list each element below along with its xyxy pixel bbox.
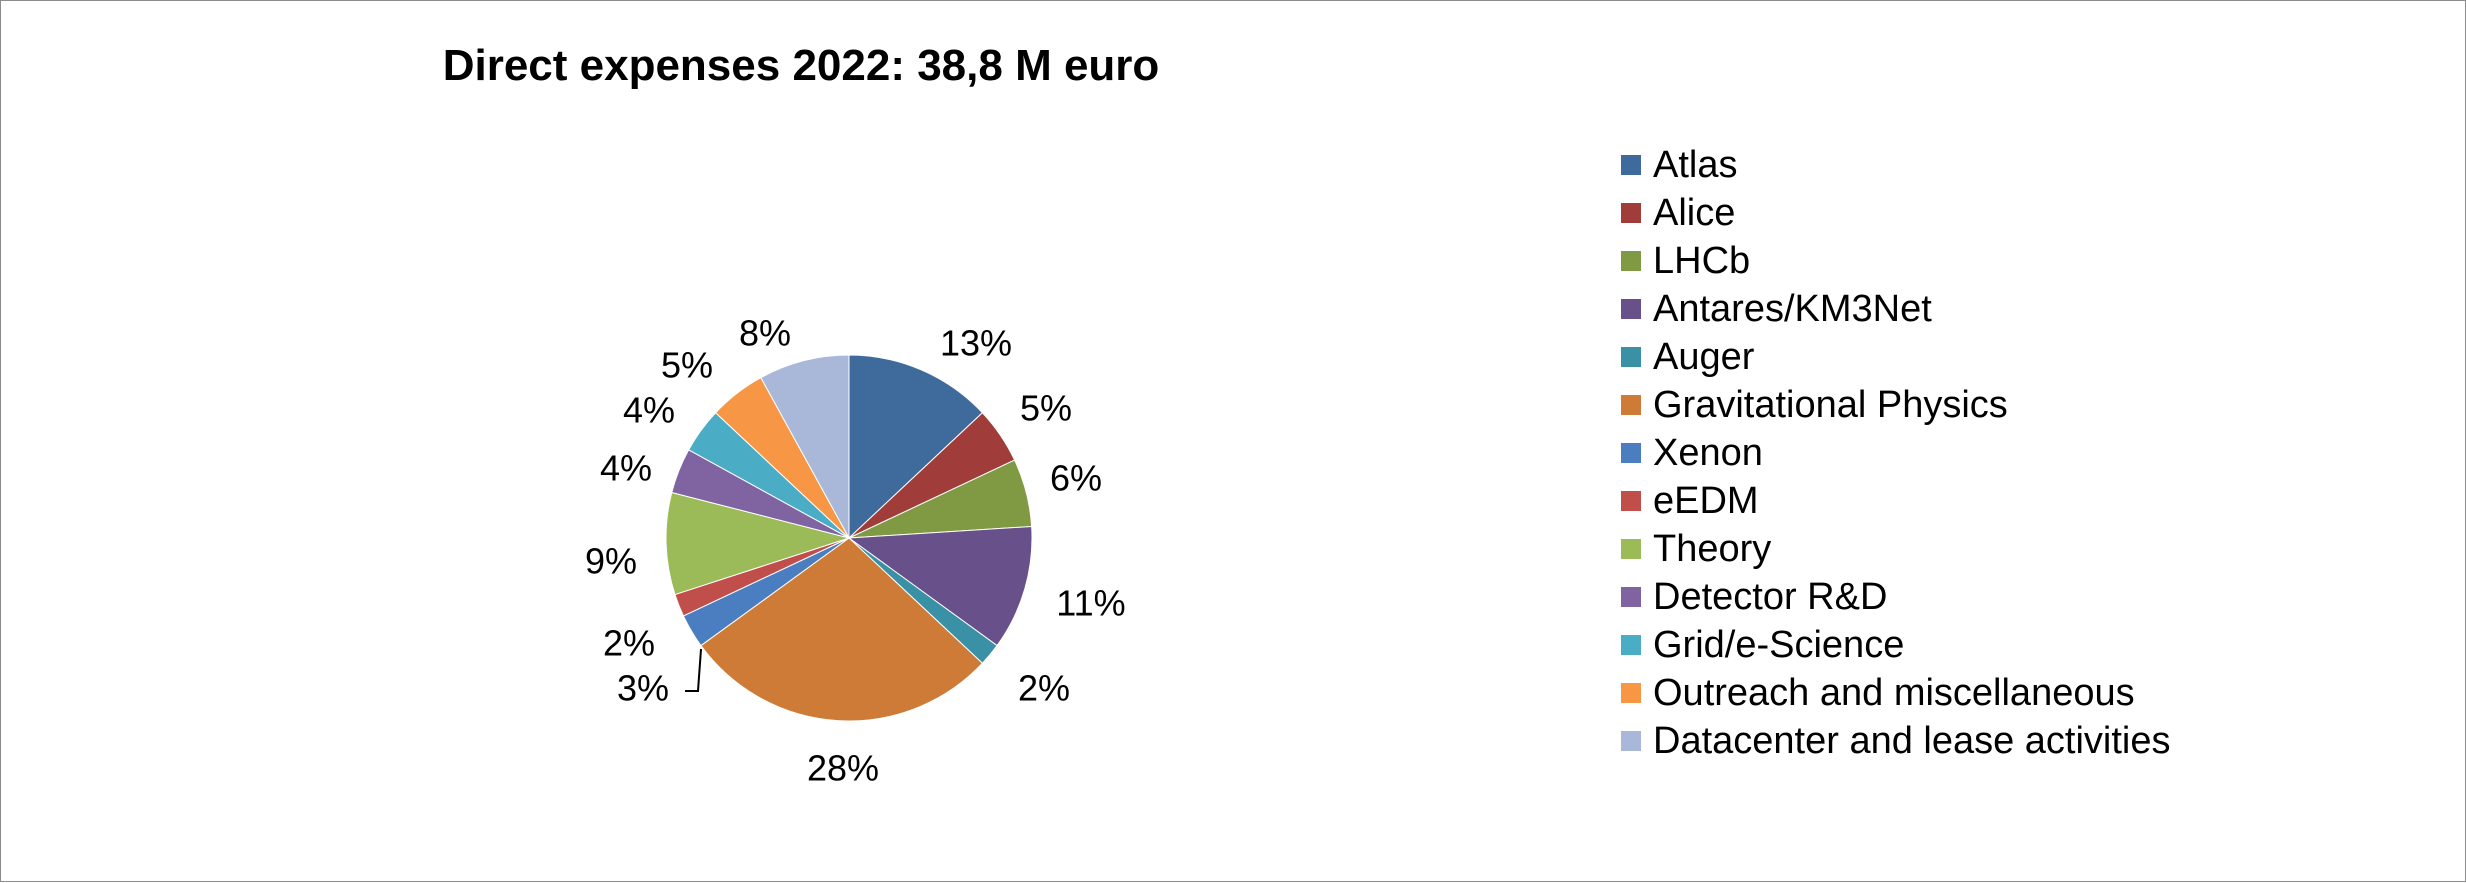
data-label: 3% xyxy=(617,668,669,709)
legend-swatch xyxy=(1621,731,1641,751)
legend-label: Gravitational Physics xyxy=(1653,383,2008,426)
legend-item: Alice xyxy=(1621,189,2171,237)
legend-label: Detector R&D xyxy=(1653,575,1888,618)
legend-swatch xyxy=(1621,635,1641,655)
xenon-leader-line xyxy=(685,648,702,692)
data-label: 28% xyxy=(807,748,879,789)
data-label: 5% xyxy=(1020,388,1072,429)
legend-item: Detector R&D xyxy=(1621,573,2171,621)
pie-slice-theory xyxy=(665,491,851,596)
legend-swatch xyxy=(1621,203,1641,223)
legend-label: LHCb xyxy=(1653,239,1751,282)
pie-slice-antares-km3net xyxy=(847,525,1033,647)
data-label: 13% xyxy=(940,323,1012,364)
legend-item: Outreach and miscellaneous xyxy=(1621,669,2171,717)
legend-item: eEDM xyxy=(1621,477,2171,525)
legend-item: Gravitational Physics xyxy=(1621,381,2171,429)
legend-label: Datacenter and lease activities xyxy=(1653,719,2171,762)
legend-swatch xyxy=(1621,587,1641,607)
legend-item: Xenon xyxy=(1621,429,2171,477)
pie-slice-datacenter-and-lease-activities xyxy=(760,354,850,539)
legend-swatch xyxy=(1621,347,1641,367)
legend-swatch xyxy=(1621,395,1641,415)
pie-labels: 13%5%6%11%2%28%3%2%9%4%4%5%8% xyxy=(585,313,1126,789)
legend-label: Theory xyxy=(1653,527,1772,570)
data-label: 6% xyxy=(1050,458,1102,499)
legend-swatch xyxy=(1621,683,1641,703)
legend-item: LHCb xyxy=(1621,237,2171,285)
data-label: 8% xyxy=(739,313,791,354)
data-label: 11% xyxy=(1056,583,1125,624)
legend-item: Grid/e-Science xyxy=(1621,621,2171,669)
legend-item: Auger xyxy=(1621,333,2171,381)
pie-slice-gravitational-physics xyxy=(700,537,984,722)
legend-label: Grid/e-Science xyxy=(1653,623,1905,666)
data-label: 2% xyxy=(603,623,655,664)
chart-title: Direct expenses 2022: 38,8 M euro xyxy=(442,41,1160,90)
legend: Atlas Alice LHCb Antares/KM3Net Auger Gravita… xyxy=(1621,141,2171,765)
legend-label: eEDM xyxy=(1653,479,1759,522)
legend-swatch xyxy=(1621,155,1641,175)
legend-swatch xyxy=(1621,443,1641,463)
legend-swatch xyxy=(1621,539,1641,559)
legend-swatch xyxy=(1621,251,1641,271)
pie-slice-atlas xyxy=(848,354,984,540)
legend-label: Outreach and miscellaneous xyxy=(1653,671,2135,714)
data-label: 5% xyxy=(661,345,713,386)
legend-swatch xyxy=(1621,299,1641,319)
data-label: 9% xyxy=(585,541,637,582)
legend-item: Theory xyxy=(1621,525,2171,573)
legend-label: Antares/KM3Net xyxy=(1653,287,1932,330)
data-label: 4% xyxy=(600,448,652,489)
legend-label: Auger xyxy=(1653,335,1755,378)
legend-swatch xyxy=(1621,491,1641,511)
legend-label: Xenon xyxy=(1653,431,1763,474)
data-label: 4% xyxy=(623,390,675,431)
legend-item: Antares/KM3Net xyxy=(1621,285,2171,333)
legend-item: Datacenter and lease activities xyxy=(1621,717,2171,765)
legend-label: Alice xyxy=(1653,191,1736,234)
legend-item: Atlas xyxy=(1621,141,2171,189)
pie-slices xyxy=(665,354,1033,722)
legend-label: Atlas xyxy=(1653,143,1738,186)
data-label: 2% xyxy=(1018,668,1070,709)
